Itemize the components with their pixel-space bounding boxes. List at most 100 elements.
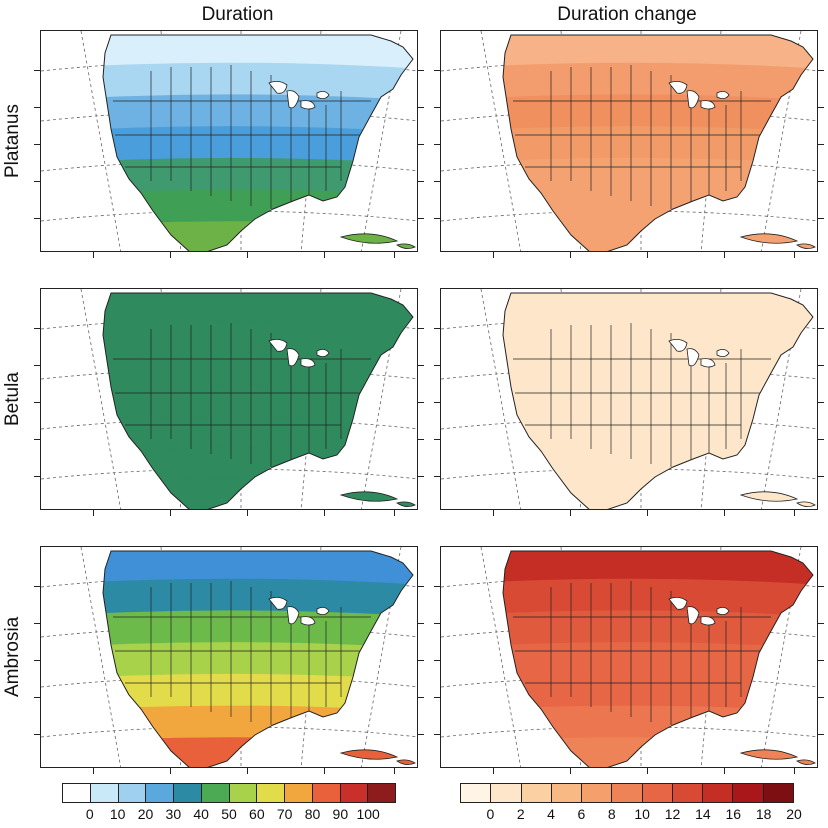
axis-tick (434, 181, 440, 182)
colorbar-label: 60 (249, 806, 265, 822)
color-band (103, 352, 413, 393)
colorbar-swatch (642, 784, 673, 802)
colorbar-label: 0 (85, 806, 94, 822)
axis-tick (324, 252, 325, 258)
axis-tick (418, 623, 424, 624)
colorbar-label: 80 (304, 806, 321, 822)
colorbar-label: 20 (786, 806, 802, 822)
axis-tick (34, 734, 40, 735)
axis-tick (570, 510, 571, 516)
colorbar-swatch (201, 784, 230, 802)
map-panel-betula-duration (40, 288, 418, 510)
axis-tick (394, 510, 395, 516)
axis-tick (170, 768, 171, 774)
axis-tick (434, 439, 440, 440)
axis-tick (434, 328, 440, 329)
axis-tick (818, 181, 824, 182)
colorbar-label: 30 (165, 806, 182, 822)
colorbar-swatch (285, 784, 313, 802)
colorbar-swatch (312, 784, 341, 802)
axis-tick (794, 768, 795, 774)
axis-tick (493, 510, 494, 516)
axis-tick (818, 70, 824, 71)
axis-tick (493, 252, 494, 258)
axis-tick (324, 510, 325, 516)
colorbar-swatch (340, 784, 369, 802)
axis-tick (724, 768, 725, 774)
map-svg (41, 547, 417, 767)
axis-tick (418, 697, 424, 698)
colorbar-swatch (146, 784, 174, 802)
axis-tick (818, 586, 824, 587)
row-label-ambrosia: Ambrosia (2, 616, 23, 698)
axis-tick (418, 328, 424, 329)
colorbar-label: 40 (193, 806, 209, 822)
axis-tick (394, 252, 395, 258)
colorbar-label: 70 (276, 806, 293, 822)
axis-tick (170, 252, 171, 258)
axis-tick (434, 70, 440, 71)
axis-tick (434, 218, 440, 219)
axis-tick (418, 476, 424, 477)
axis-tick (34, 328, 40, 329)
axis-tick (418, 144, 424, 145)
column-title-duration-change: Duration change (557, 4, 697, 25)
colorbar-swatch (763, 784, 793, 802)
colorbar-label: 50 (221, 806, 237, 822)
axis-tick (418, 439, 424, 440)
axis-tick (418, 660, 424, 661)
colorbar-swatch (491, 784, 522, 802)
axis-tick (34, 623, 40, 624)
map-svg (441, 289, 817, 509)
map-svg (441, 31, 817, 251)
axis-tick (418, 734, 424, 735)
color-band (503, 352, 813, 393)
colorbar-swatch (63, 784, 91, 802)
colorbar-swatch (521, 784, 552, 802)
color-band (103, 642, 413, 682)
axis-tick (434, 697, 440, 698)
axis-tick (818, 697, 824, 698)
axis-tick (34, 365, 40, 366)
colorbar-label: 8 (607, 806, 616, 822)
axis-tick (724, 510, 725, 516)
axis-tick (818, 218, 824, 219)
axis-tick (394, 768, 395, 774)
colorbar-swatch (672, 784, 704, 802)
axis-tick (93, 252, 94, 258)
axis-tick (418, 218, 424, 219)
row-label-betula: Betula (2, 372, 23, 426)
color-band (503, 94, 813, 135)
axis-tick (434, 402, 440, 403)
colorbar-swatch (612, 784, 643, 802)
axis-tick (434, 144, 440, 145)
colorbar-swatch (174, 784, 202, 802)
map-panel-platanus-change (440, 30, 818, 252)
axis-tick (434, 623, 440, 624)
axis-tick (818, 439, 824, 440)
axis-tick (93, 510, 94, 516)
color-band (503, 384, 813, 424)
axis-tick (34, 586, 40, 587)
map-panel-platanus-duration (40, 30, 418, 252)
colorbar-label: 14 (695, 806, 711, 822)
colorbar-swatch (703, 784, 734, 802)
colorbar-label: 90 (332, 806, 349, 822)
column-title-duration: Duration (201, 4, 274, 25)
axis-tick (247, 510, 248, 516)
axis-tick (34, 697, 40, 698)
colorbar-label: 20 (137, 806, 154, 822)
axis-tick (647, 510, 648, 516)
colorbar-label: 18 (755, 806, 772, 822)
map-svg (441, 547, 817, 767)
axis-tick (34, 439, 40, 440)
axis-tick (724, 252, 725, 258)
colorbar-duration-change (460, 783, 794, 803)
colorbar-label: 2 (516, 806, 525, 822)
axis-tick (170, 510, 171, 516)
colorbar-label: 100 (356, 806, 380, 822)
axis-tick (247, 252, 248, 258)
axis-tick (418, 402, 424, 403)
color-band (103, 293, 413, 329)
axis-tick (34, 402, 40, 403)
